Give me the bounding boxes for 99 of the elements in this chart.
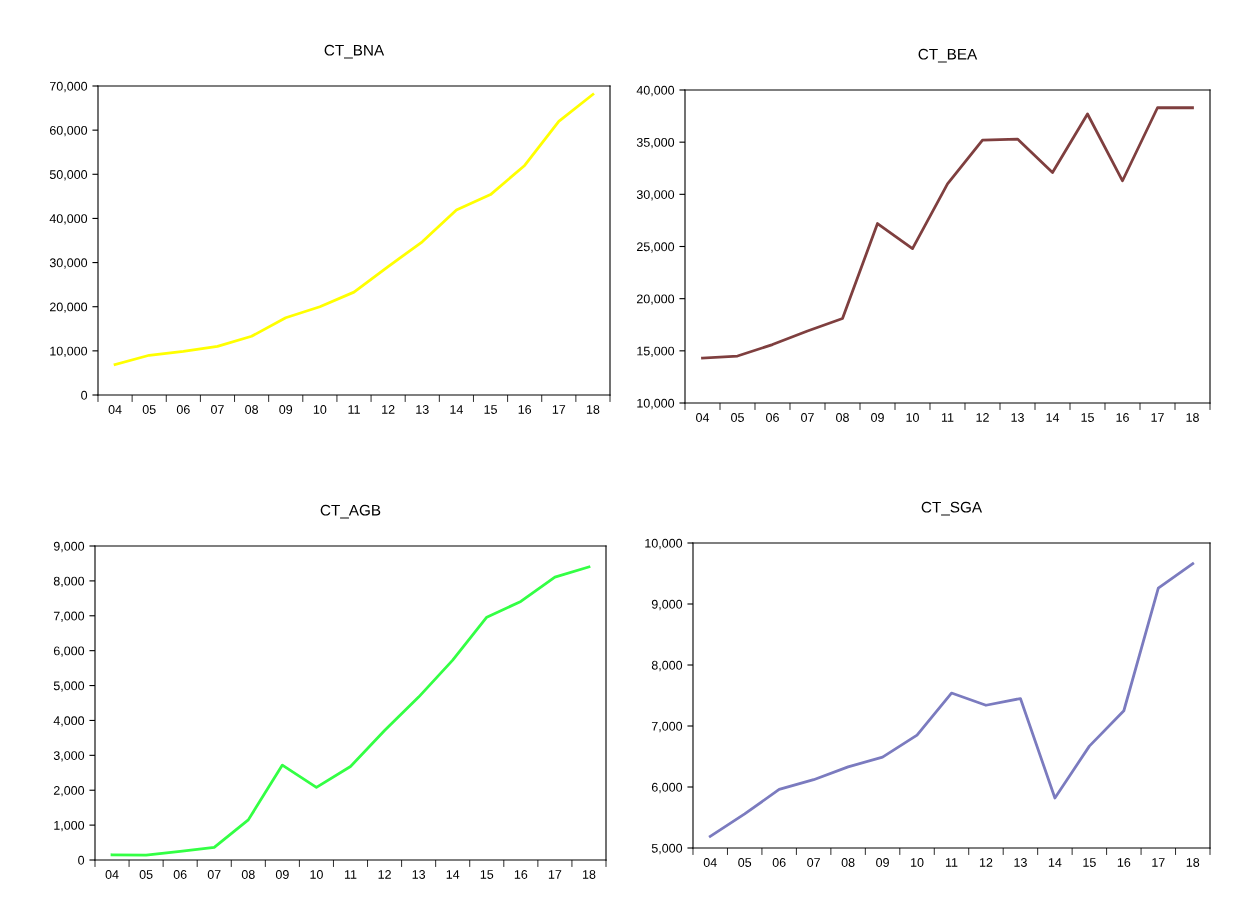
x-tick-label: 05 [738, 858, 752, 867]
x-tick-label: 16 [1116, 413, 1129, 422]
x-tick-label: 09 [275, 870, 289, 879]
line-series [701, 106, 1194, 360]
x-tick-label: 14 [450, 405, 463, 414]
y-tick-label: 40,000 [49, 214, 88, 225]
x-tick-label: 10 [310, 870, 323, 879]
y-tick-label: 10,000 [645, 538, 683, 550]
x-tick-label: 17 [552, 405, 566, 414]
y-tick-label: 5,000 [53, 681, 85, 692]
x-tick-label: 17 [1151, 413, 1164, 422]
x-tick-label: 07 [807, 858, 820, 867]
x-tick-label: 04 [105, 870, 119, 879]
x-tick-label: 10 [906, 413, 919, 422]
x-tick-label: 15 [1081, 413, 1094, 422]
x-tick-label: 18 [586, 405, 600, 414]
x-tick-label: 13 [416, 405, 429, 414]
y-tick-label: 4,000 [53, 716, 85, 727]
y-tick-label: 60,000 [49, 125, 88, 137]
x-tick-label: 08 [836, 413, 849, 422]
x-tick-label: 06 [176, 405, 190, 414]
y-tick-label: 10,000 [637, 398, 675, 410]
x-tick-label: 04 [696, 413, 710, 422]
x-tick-label: 17 [1152, 858, 1165, 867]
x-tick-label: 18 [1186, 413, 1199, 422]
y-tick-label: 0 [78, 855, 85, 865]
x-tick-label: 18 [1186, 858, 1200, 867]
chart-title: CT_AGB [320, 504, 381, 519]
y-tick-label: 20,000 [49, 302, 88, 313]
x-tick-label: 04 [108, 405, 122, 414]
x-tick-label: 12 [976, 413, 989, 422]
x-tick-label: 07 [211, 405, 224, 414]
x-tick-label: 09 [279, 405, 293, 414]
x-tick-label: 04 [703, 858, 717, 867]
y-tick-label: 9,000 [53, 541, 85, 553]
y-tick-label: 8,000 [651, 660, 683, 672]
y-tick-label: 0 [81, 390, 88, 400]
x-tick-label: 11 [941, 413, 954, 422]
chart-title: CT_BEA [918, 48, 978, 63]
x-tick-label: 08 [241, 870, 255, 879]
x-tick-label: 16 [514, 870, 528, 879]
x-tick-label: 12 [378, 870, 391, 879]
x-tick-label: 14 [446, 870, 460, 879]
y-tick-label: 7,000 [53, 611, 85, 622]
y-tick-label: 1,000 [54, 820, 85, 832]
y-tick-label: 9,000 [651, 599, 683, 611]
y-tick-label: 5,000 [651, 843, 683, 855]
y-tick-label: 10,000 [50, 346, 88, 357]
x-tick-label: 15 [480, 870, 494, 879]
x-tick-label: 15 [484, 405, 497, 414]
y-tick-label: 6,000 [53, 646, 85, 657]
chart-title: CT_BNA [324, 44, 385, 59]
x-tick-label: 06 [772, 858, 786, 867]
x-tick-label: 11 [348, 405, 360, 414]
y-tick-label: 8,000 [53, 576, 85, 588]
y-tick-label: 70,000 [50, 81, 88, 93]
x-tick-label: 12 [382, 405, 395, 414]
x-tick-label: 06 [766, 413, 779, 422]
y-tick-label: 6,000 [651, 782, 683, 794]
x-tick-label: 16 [1117, 858, 1131, 867]
y-tick-label: 50,000 [49, 170, 88, 181]
y-tick-label: 2,000 [53, 786, 85, 797]
line-series [113, 93, 595, 366]
x-tick-label: 16 [518, 405, 532, 414]
y-tick-label: 40,000 [636, 85, 675, 97]
x-tick-label: 05 [139, 870, 153, 879]
x-tick-label: 09 [876, 858, 889, 867]
x-tick-label: 08 [245, 405, 259, 414]
y-tick-label: 15,000 [637, 346, 675, 357]
x-tick-label: 06 [173, 870, 187, 879]
x-tick-label: 10 [313, 405, 327, 414]
chart-title: CT_SGA [921, 501, 983, 516]
x-tick-label: 18 [582, 870, 596, 879]
x-tick-label: 09 [871, 413, 884, 422]
x-tick-label: 15 [1083, 858, 1096, 867]
x-tick-label: 13 [412, 870, 426, 879]
x-tick-label: 05 [142, 405, 156, 414]
x-tick-label: 14 [1048, 858, 1062, 867]
x-tick-label: 13 [1014, 858, 1027, 867]
y-tick-label: 3,000 [53, 751, 85, 762]
y-tick-label: 7,000 [651, 721, 683, 733]
x-tick-label: 17 [548, 870, 562, 879]
line-series [708, 562, 1195, 838]
y-tick-label: 30,000 [636, 190, 675, 201]
x-tick-label: 07 [801, 413, 814, 422]
line-series [110, 565, 591, 857]
x-tick-label: 11 [344, 870, 357, 879]
y-tick-label: 20,000 [636, 294, 675, 305]
x-tick-label: 13 [1011, 413, 1024, 422]
x-tick-label: 08 [841, 858, 855, 867]
x-tick-label: 07 [207, 870, 221, 879]
x-tick-label: 14 [1046, 413, 1060, 422]
x-tick-label: 12 [979, 858, 993, 867]
y-tick-label: 25,000 [636, 242, 675, 253]
x-tick-label: 11 [945, 858, 958, 867]
x-tick-label: 05 [731, 413, 744, 422]
y-tick-label: 30,000 [49, 258, 88, 269]
y-tick-label: 35,000 [636, 137, 675, 149]
x-tick-label: 10 [911, 858, 924, 867]
